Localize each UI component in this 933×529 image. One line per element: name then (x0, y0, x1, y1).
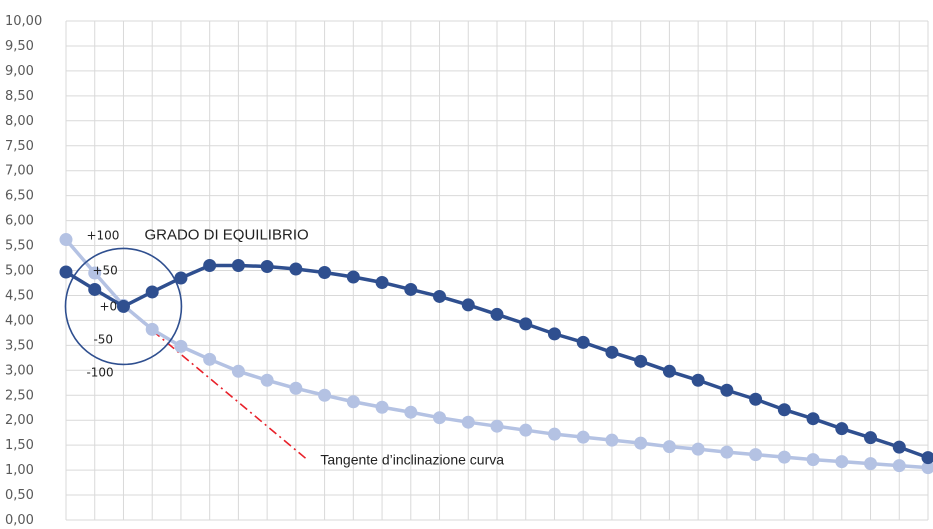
gauge-label: -100 (86, 365, 113, 379)
series-dark-point (88, 282, 102, 296)
series-light-point (634, 436, 648, 450)
y-tick-label: 6,50 (5, 189, 34, 204)
series-light-point (547, 427, 561, 441)
y-tick-label: 6,00 (5, 214, 34, 229)
y-tick-label: 5,00 (5, 264, 34, 279)
series-dark-point (720, 383, 734, 397)
y-tick-label: 9,00 (5, 64, 34, 79)
series-dark-point (116, 299, 130, 313)
y-tick-label: 0,00 (5, 513, 34, 528)
series-dark-point (691, 373, 705, 387)
gauge-label: -50 (93, 332, 113, 346)
series-light-point (892, 459, 906, 473)
series-dark-point (231, 259, 245, 273)
series-light-point (864, 457, 878, 471)
series-dark-point (749, 392, 763, 406)
series-dark-point (318, 265, 332, 279)
y-tick-label: 7,50 (5, 139, 34, 154)
series-light-point (749, 448, 763, 462)
series-light-point (145, 322, 159, 336)
series-light-point (203, 352, 217, 366)
y-tick-label: 1,50 (5, 438, 34, 453)
y-tick-label: 10,00 (5, 14, 42, 29)
equilibrium-gauge: GRADO DI EQUILIBRIO +100 +50 +0 -50 -100 Tange… (64, 226, 504, 468)
series-light-point (921, 461, 933, 475)
series-dark-point (864, 431, 878, 445)
y-tick-label: 8,00 (5, 114, 34, 129)
series-light-point (59, 233, 73, 247)
series-light-point (346, 395, 360, 409)
y-tick-label: 5,50 (5, 239, 34, 254)
gauge-label: +0 (99, 299, 117, 313)
y-tick-label: 3,00 (5, 363, 34, 378)
y-tick-label: 7,00 (5, 164, 34, 179)
series-dark-point (806, 412, 820, 426)
series-dark-point (605, 345, 619, 359)
series-dark-point (260, 260, 274, 274)
series-dark-point (346, 270, 360, 284)
series-light-point (231, 364, 245, 378)
series-light-point (260, 373, 274, 387)
y-tick-label: 9,50 (5, 39, 34, 54)
series-light-point (576, 430, 590, 444)
series-light-point (519, 423, 533, 437)
equilibrium-title: GRADO DI EQUILIBRIO (144, 226, 308, 243)
series-light-point (490, 419, 504, 433)
series-dark-point (145, 285, 159, 299)
series-dark-point (576, 335, 590, 349)
series-light-point (318, 388, 332, 402)
series-dark-point (289, 262, 303, 276)
y-tick-label: 0,50 (5, 488, 34, 503)
series-dark-point (404, 282, 418, 296)
series-dark-point (634, 354, 648, 368)
series-dark-point (375, 275, 389, 289)
y-tick-label: 2,50 (5, 388, 34, 403)
series-dark-point (835, 422, 849, 436)
series-dark-point (461, 298, 475, 312)
y-tick-label: 3,50 (5, 338, 34, 353)
series-dark-point (433, 289, 447, 303)
series-dark-point (519, 317, 533, 331)
equilibrium-circle (64, 247, 183, 366)
chart-series (59, 233, 933, 475)
gauge-label: +50 (92, 263, 117, 277)
series-light-point (835, 455, 849, 469)
series-light-point (720, 445, 734, 459)
y-tick-label: 4,00 (5, 313, 34, 328)
series-light-point (777, 450, 791, 464)
series-light-point (605, 433, 619, 447)
series-light-point (662, 440, 676, 454)
y-tick-label: 8,50 (5, 89, 34, 104)
series-dark-point (777, 403, 791, 417)
y-tick-label: 2,00 (5, 413, 34, 428)
series-dark-point (174, 271, 188, 285)
series-light-point (461, 415, 475, 429)
series-dark-point (547, 327, 561, 341)
series-light-point (404, 405, 418, 419)
series-dark-point (892, 440, 906, 454)
gauge-label: +100 (86, 228, 119, 242)
series-light-point (806, 453, 820, 467)
series-dark-point (490, 307, 504, 321)
series-light-point (691, 442, 705, 456)
series-dark-point (662, 364, 676, 378)
y-axis-tick-labels: 10,00 9,50 9,00 8,50 8,00 7,50 7,00 6,50 6,00 5,5… (5, 14, 42, 528)
series-dark-point (59, 265, 73, 279)
series-light-point (375, 400, 389, 414)
series-light-point (174, 339, 188, 353)
series-dark-point (921, 451, 933, 465)
series-light-point (289, 381, 303, 395)
y-tick-label: 1,00 (5, 463, 34, 478)
series-light-point (433, 411, 447, 425)
y-tick-label: 4,50 (5, 288, 34, 303)
tangent-label: Tangente d’inclinazione curva (320, 452, 504, 468)
series-light-point (88, 266, 102, 280)
series-dark-point (203, 259, 217, 273)
